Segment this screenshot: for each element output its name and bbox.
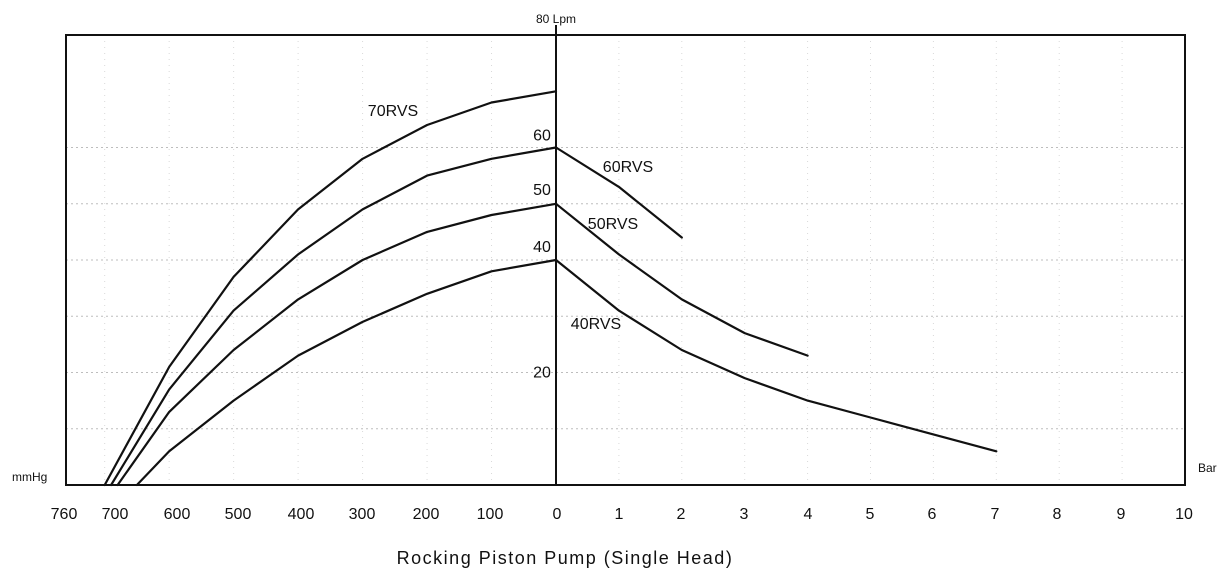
vacuum-tick-label-3: 500: [225, 506, 252, 523]
series-line-40rvs-pressure: [554, 258, 998, 453]
left-unit-label: mmHg: [12, 470, 47, 484]
series-label-60rvs: 60RVS: [603, 159, 653, 176]
vacuum-tick-label-4: 400: [288, 506, 315, 523]
pressure-tick-label-2: 2: [677, 506, 686, 523]
right-unit-label: Bar: [1198, 461, 1217, 475]
pressure-tick-label-3: 3: [740, 506, 749, 523]
pressure-tick-label-7: 7: [991, 506, 1000, 523]
vacuum-tick-label-5: 300: [349, 506, 376, 523]
series-line-60rvs-vacuum: [110, 146, 558, 487]
pressure-tick-label-9: 9: [1117, 506, 1126, 523]
vacuum-tick-label-6: 200: [413, 506, 440, 523]
series-line-50rvs-vacuum: [116, 202, 558, 487]
chart-title: Rocking Piston Pump (Single Head): [397, 548, 734, 568]
pressure-tick-label-4: 4: [804, 506, 813, 523]
y-tick-label-2: 50: [533, 182, 551, 199]
pressure-tick-label-6: 6: [928, 506, 937, 523]
curve-layer: [103, 90, 998, 487]
grid-layer: [66, 35, 1185, 485]
series-label-50rvs: 50RVS: [588, 216, 638, 233]
series-label-70rvs: 70RVS: [368, 103, 418, 120]
pressure-tick-label-0: 0: [553, 506, 562, 523]
series-line-60rvs-pressure: [554, 146, 683, 239]
vacuum-tick-label-0: 760: [51, 506, 78, 523]
pressure-tick-label-1: 1: [615, 506, 624, 523]
plot-border: [65, 34, 1186, 486]
tick-layer: 760 700 600 500 400 300 200 100 0 1 2 3 4 5 6 7 8 9 10 20 40…: [51, 128, 1193, 524]
vacuum-tick-label-1: 700: [102, 506, 129, 523]
top-unit-label: 80 Lpm: [536, 12, 576, 26]
series-line-40rvs-vacuum: [135, 258, 558, 487]
y-tick-label-3: 60: [533, 128, 551, 145]
pressure-tick-label-5: 5: [866, 506, 875, 523]
pressure-tick-label-8: 8: [1053, 506, 1062, 523]
series-label-40rvs: 40RVS: [571, 316, 621, 333]
series-line-50rvs-pressure: [554, 202, 809, 357]
vacuum-tick-label-7: 100: [477, 506, 504, 523]
y-tick-label-1: 40: [533, 239, 551, 256]
vacuum-tick-label-2: 600: [164, 506, 191, 523]
y-tick-label-0: 20: [533, 365, 551, 382]
pressure-tick-label-10: 10: [1175, 506, 1193, 523]
series-line-70rvs-vacuum: [103, 90, 558, 487]
label-layer: 70RVS 60RVS 50RVS 40RVS: [368, 103, 653, 333]
